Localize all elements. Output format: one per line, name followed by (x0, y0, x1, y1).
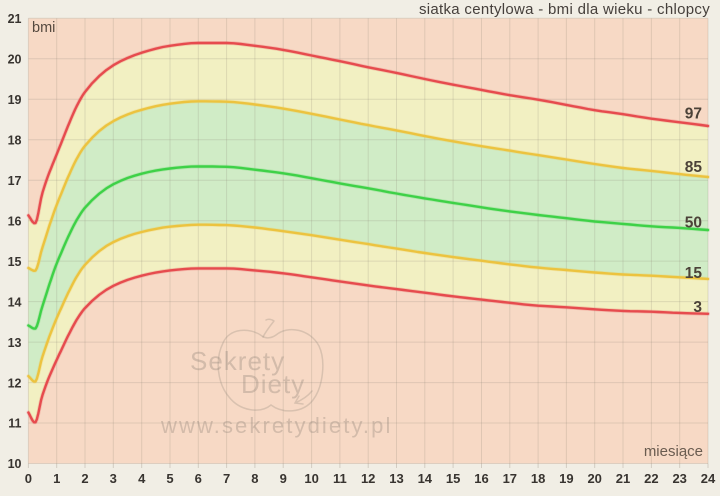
svg-text:miesiące: miesiące (644, 443, 703, 460)
svg-text:6: 6 (195, 471, 202, 486)
svg-text:20: 20 (587, 471, 601, 486)
svg-text:11: 11 (333, 471, 347, 486)
svg-text:5: 5 (166, 471, 173, 486)
svg-text:21: 21 (616, 471, 630, 486)
svg-text:15: 15 (446, 471, 460, 486)
svg-text:19: 19 (8, 93, 22, 107)
svg-text:18: 18 (8, 133, 22, 147)
svg-text:8: 8 (251, 471, 258, 486)
svg-text:11: 11 (8, 417, 21, 431)
svg-text:9: 9 (280, 471, 287, 486)
svg-text:19: 19 (559, 471, 573, 486)
svg-text:15: 15 (685, 265, 703, 282)
svg-text:4: 4 (138, 471, 146, 486)
svg-text:50: 50 (685, 215, 702, 232)
svg-text:0: 0 (25, 471, 32, 486)
svg-text:bmi: bmi (32, 20, 55, 36)
svg-text:13: 13 (8, 336, 22, 350)
svg-text:17: 17 (8, 174, 22, 188)
svg-text:85: 85 (685, 159, 703, 176)
svg-text:21: 21 (8, 12, 22, 26)
svg-text:Diety: Diety (241, 369, 305, 399)
svg-text:17: 17 (503, 471, 517, 486)
svg-text:97: 97 (685, 106, 702, 123)
svg-text:7: 7 (223, 471, 230, 486)
svg-text:siatka centylowa - bmi dla wie: siatka centylowa - bmi dla wieku - chlop… (419, 1, 710, 18)
svg-text:18: 18 (531, 471, 545, 486)
svg-text:14: 14 (8, 295, 22, 309)
svg-text:23: 23 (672, 471, 686, 486)
svg-text:22: 22 (644, 471, 658, 486)
svg-text:10: 10 (304, 471, 318, 486)
svg-text:12: 12 (8, 376, 22, 390)
svg-text:15: 15 (8, 255, 22, 269)
svg-text:10: 10 (8, 457, 22, 471)
svg-text:12: 12 (361, 471, 375, 486)
svg-text:3: 3 (110, 471, 117, 486)
svg-text:2: 2 (81, 471, 88, 486)
svg-text:20: 20 (8, 53, 22, 67)
svg-text:13: 13 (389, 471, 403, 486)
svg-text:14: 14 (418, 471, 433, 486)
svg-text:3: 3 (693, 299, 702, 316)
svg-text:1: 1 (53, 471, 60, 486)
svg-text:Sekrety: Sekrety (190, 346, 285, 376)
svg-text:16: 16 (8, 214, 22, 228)
svg-text:16: 16 (474, 471, 488, 486)
svg-text:www.sekretydiety.pl: www.sekretydiety.pl (160, 413, 392, 438)
svg-text:24: 24 (701, 471, 716, 486)
